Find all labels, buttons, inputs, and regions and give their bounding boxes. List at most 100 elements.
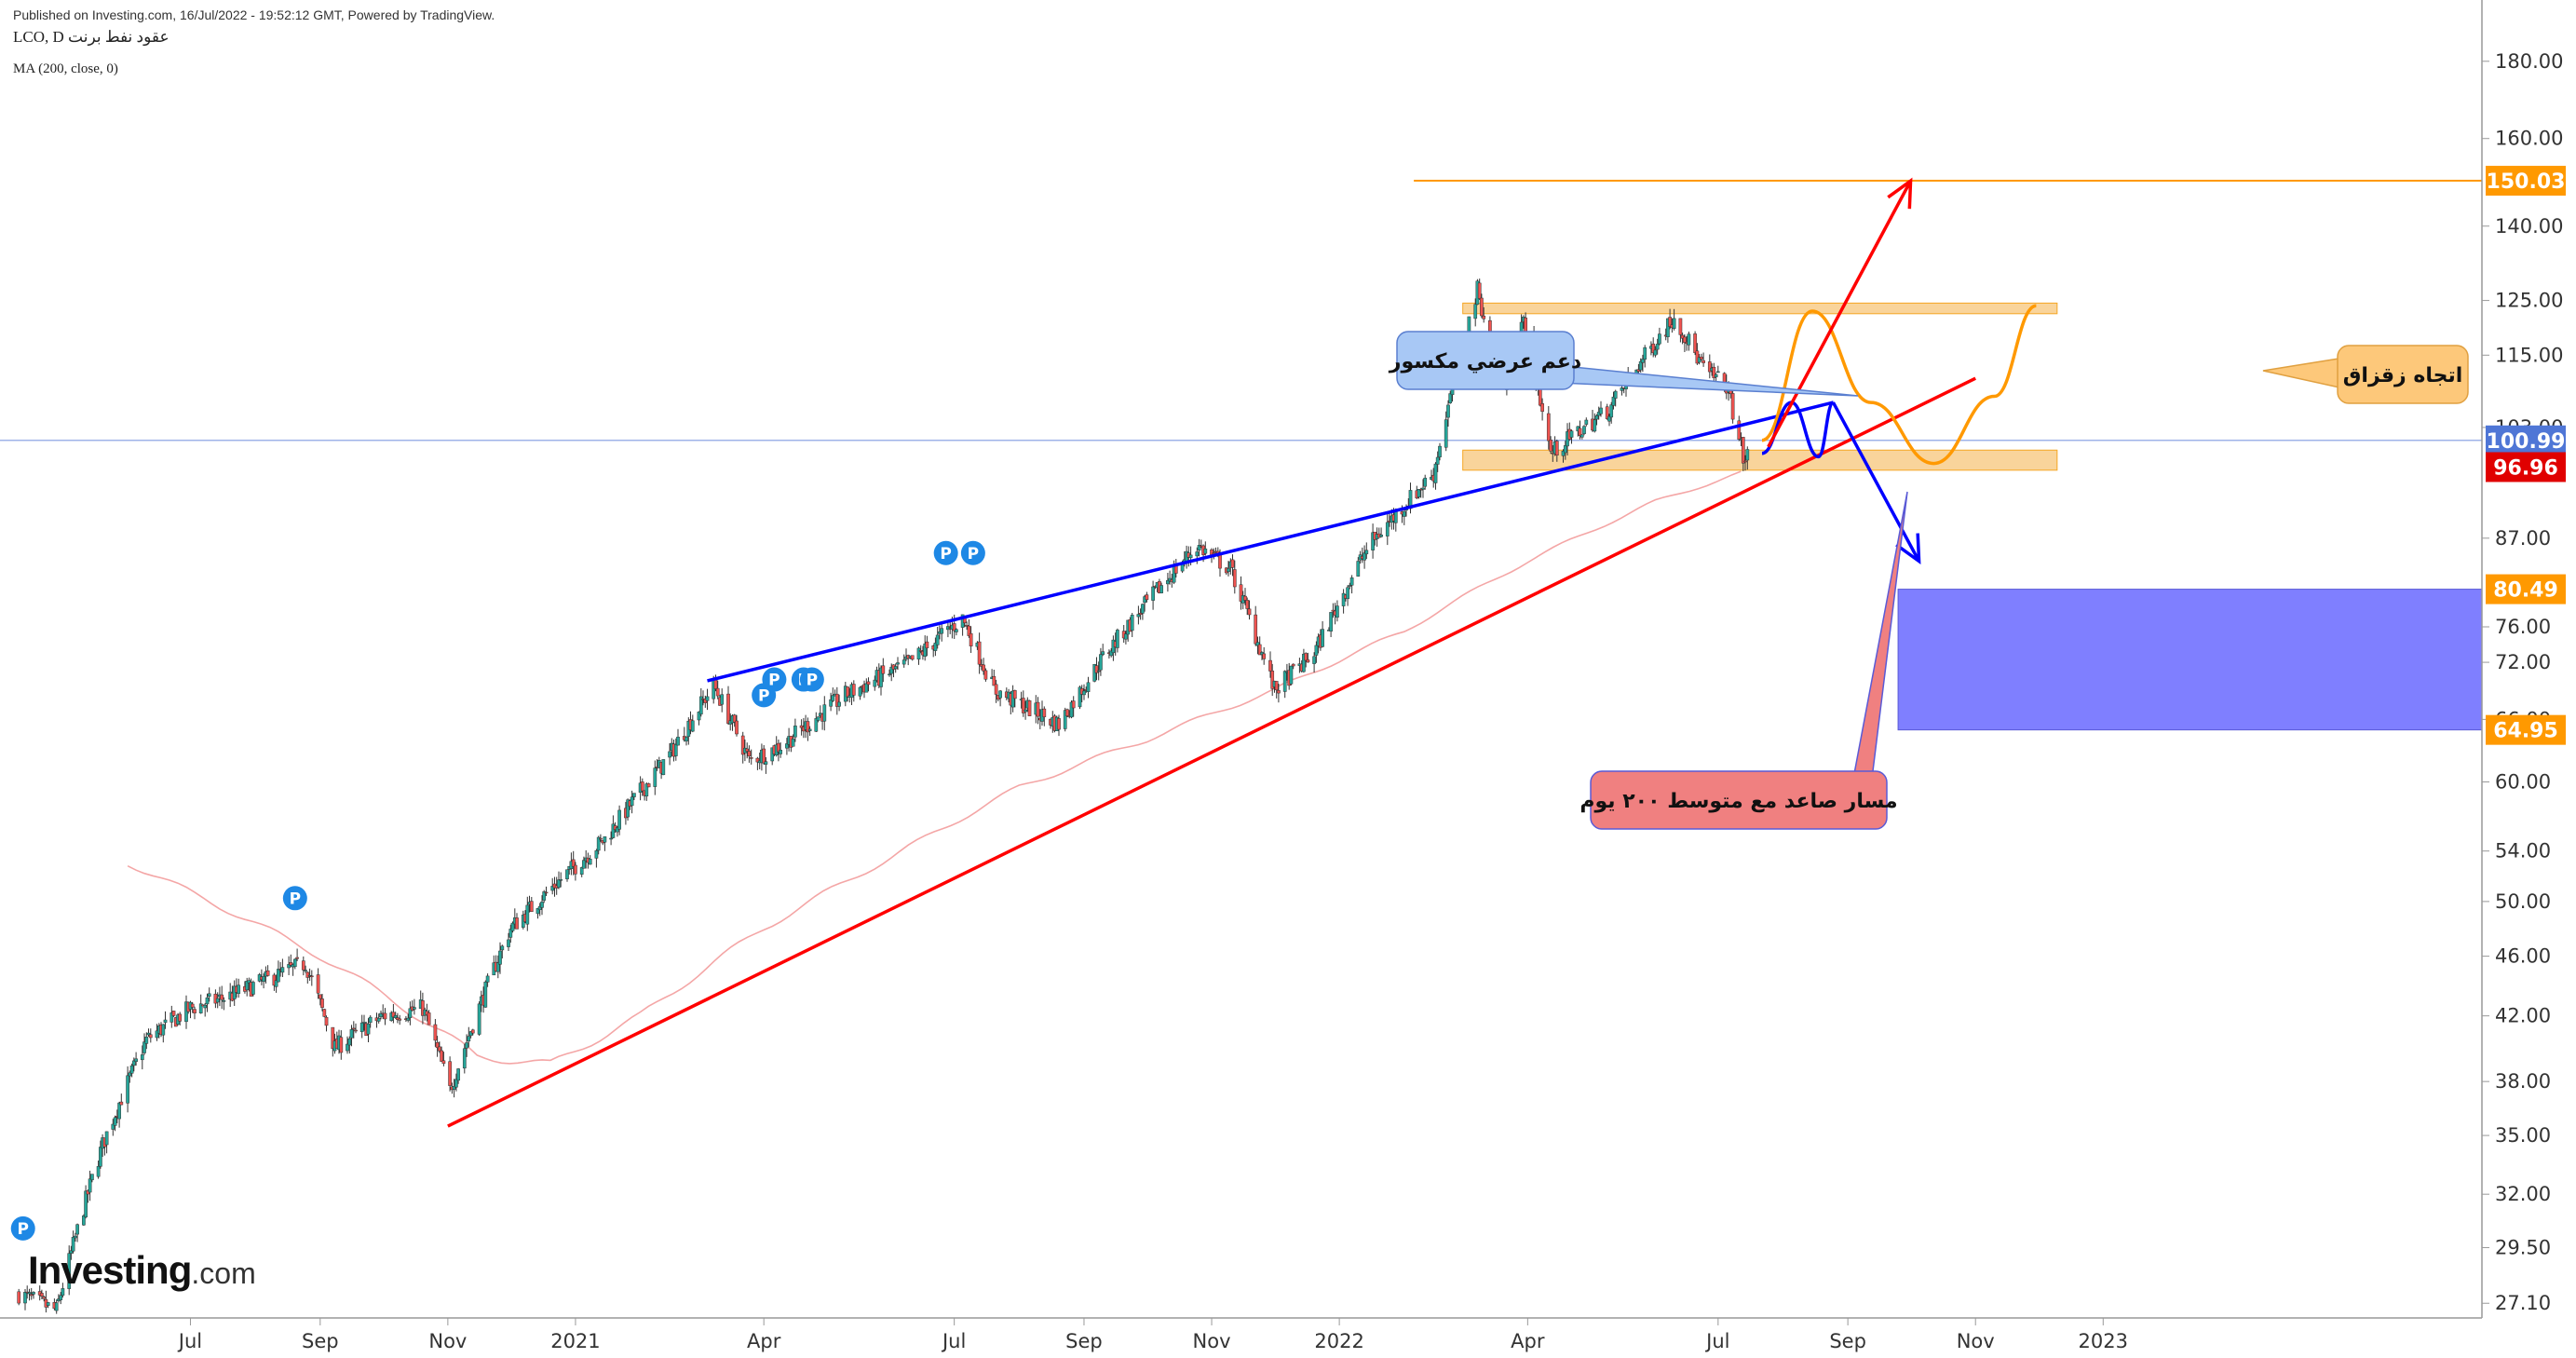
price-tick-label: 72.00	[2495, 651, 2551, 673]
candle-body	[1578, 428, 1582, 436]
candle-body	[42, 1297, 47, 1299]
broken-support-label-mask	[1416, 333, 1555, 387]
event-marker-text: P	[807, 672, 818, 690]
candle-body	[1611, 396, 1616, 406]
candle-body	[1695, 350, 1700, 364]
candle-body	[1643, 346, 1647, 360]
candle-body	[498, 950, 502, 965]
candle-body	[128, 1072, 132, 1077]
price-label-tag: 100.99	[2486, 425, 2566, 455]
ma200-line	[127, 470, 1742, 1065]
candle-body	[82, 1215, 86, 1226]
candle-body	[289, 962, 293, 966]
red-up-arrow	[1767, 177, 1913, 448]
price-tick-label: 46.00	[2495, 945, 2551, 968]
candle-body	[251, 982, 255, 995]
candle-body	[470, 1029, 475, 1034]
candle-body	[557, 879, 561, 888]
candle-body	[588, 859, 592, 865]
candle-body	[113, 1117, 117, 1126]
rising-path-label-text: مسار صاعد مع متوسط ٢٠٠ يوم	[1579, 790, 1897, 813]
candle-body	[715, 687, 720, 697]
candle-body	[1584, 419, 1589, 425]
candle-body	[594, 850, 599, 859]
rising-path-label-mask	[1609, 773, 1868, 827]
candle-body	[265, 970, 270, 976]
candle-body	[1136, 614, 1141, 618]
candle-body	[406, 1017, 411, 1021]
candle-body	[1291, 663, 1295, 667]
candle-body	[1021, 698, 1025, 713]
candle-body	[1737, 420, 1742, 440]
candle-body	[198, 1003, 203, 1013]
event-marker: P	[960, 540, 985, 565]
candle-body	[435, 1041, 440, 1049]
candle-body	[1741, 437, 1745, 464]
candle-body	[1227, 568, 1230, 572]
event-marker-text: P	[17, 1220, 28, 1239]
event-marker-dot	[762, 667, 787, 692]
price-label-tag: 96.96	[2486, 452, 2566, 482]
price-tick-label: 140.00	[2495, 215, 2563, 238]
candle-body	[320, 998, 324, 1008]
candle-body	[1212, 552, 1216, 554]
candle-body	[462, 1048, 467, 1069]
candle-body	[1607, 415, 1611, 422]
candle-body	[705, 696, 710, 701]
candle-body	[822, 704, 827, 722]
candle-body	[142, 1041, 146, 1053]
candle-body	[969, 632, 973, 646]
candle-body	[398, 1018, 402, 1021]
candle-body	[111, 1123, 115, 1130]
candle-body	[1282, 671, 1287, 692]
candle-body	[1232, 569, 1237, 588]
candle-body	[1024, 709, 1027, 713]
candle-body	[925, 641, 929, 648]
candle-body	[247, 980, 251, 984]
candle-body	[440, 1050, 443, 1062]
candle-body	[1188, 554, 1193, 559]
time-tick-label: Nov	[1957, 1330, 1995, 1352]
candle-body	[1082, 690, 1086, 696]
candle-body	[1658, 333, 1661, 345]
candle-body	[1693, 333, 1697, 353]
candle-body	[178, 1013, 183, 1022]
candle-body	[96, 1166, 101, 1177]
candle-body	[215, 998, 220, 1003]
candle-body	[668, 751, 671, 758]
candle-body	[74, 1235, 77, 1239]
candle-body	[1579, 434, 1584, 438]
event-marker: P	[933, 540, 958, 565]
candle-body	[456, 1068, 460, 1081]
event-marker-text: P	[768, 672, 780, 690]
candle-body	[27, 1292, 32, 1295]
candle-body	[653, 767, 658, 787]
candle-body	[640, 781, 644, 792]
candle-body	[287, 964, 291, 969]
candle-body	[965, 625, 969, 627]
candle-body	[134, 1058, 138, 1062]
candle-body	[61, 1288, 65, 1296]
candle-body	[935, 634, 940, 645]
candle-body	[1620, 387, 1624, 391]
candle-body	[1036, 701, 1040, 717]
candle-body	[1636, 369, 1641, 372]
candle-body	[1446, 404, 1450, 418]
candle-body	[448, 1061, 452, 1086]
candle-body	[1243, 595, 1247, 601]
candle-body	[732, 714, 737, 723]
candle-body	[1538, 387, 1542, 406]
candle-body	[540, 902, 544, 908]
candle-body	[1071, 700, 1076, 709]
candle-body	[1371, 532, 1375, 550]
candle-body	[84, 1190, 88, 1217]
candle-body	[617, 809, 621, 830]
candle-body	[1096, 670, 1101, 672]
candle-body	[1613, 390, 1618, 399]
candle-body	[764, 761, 768, 765]
candle-body	[69, 1250, 74, 1254]
candle-body	[829, 699, 833, 707]
candle-body	[579, 867, 584, 875]
candle-body	[726, 693, 730, 724]
